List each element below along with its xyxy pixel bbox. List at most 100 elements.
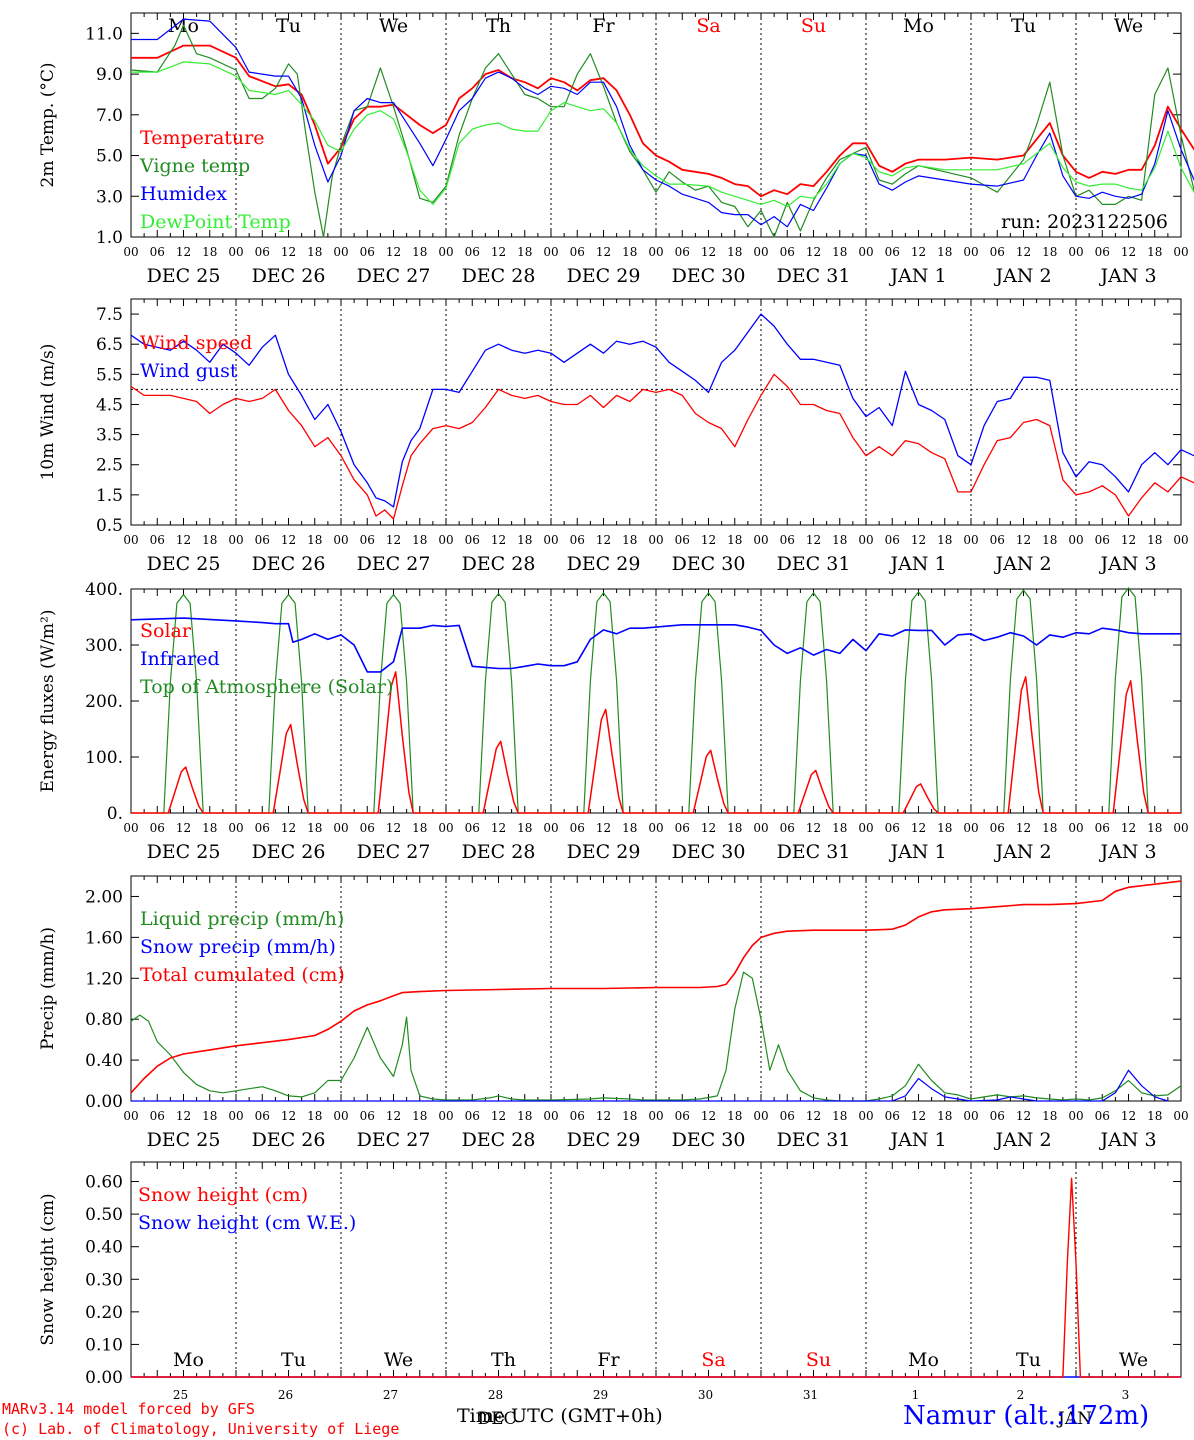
hour-tick-label: 12 [176, 821, 191, 835]
weekday-label: Mo [173, 1349, 204, 1371]
legend-item: Snow height (cm) [138, 1184, 308, 1206]
hour-tick-label: 00 [228, 821, 243, 835]
hour-tick-label: 12 [491, 533, 506, 547]
hour-tick-label: 12 [386, 533, 401, 547]
y-axis-label: 2m Temp. (°C) [38, 62, 58, 187]
hour-tick-label: 18 [412, 245, 427, 259]
hour-tick-label: 00 [438, 821, 453, 835]
y-axis-label: Snow height (cm) [38, 1193, 58, 1345]
footer-station: Namur (alt.:172m) [903, 1401, 1150, 1431]
day-label: JAN 3 [1098, 1129, 1156, 1151]
hour-tick-label: 18 [517, 533, 532, 547]
y-tick-label: 1.60 [85, 928, 123, 948]
hour-tick-label: 12 [596, 245, 611, 259]
day-label: DEC 31 [777, 553, 851, 575]
series-green [130, 24, 1194, 238]
day-number-label: 27 [383, 1388, 398, 1402]
weekday-label: We [1119, 1349, 1148, 1371]
hour-tick-label: 00 [438, 533, 453, 547]
hour-tick-label: 00 [648, 1109, 663, 1123]
hour-tick-label: 12 [806, 245, 821, 259]
hour-tick-label: 06 [780, 245, 795, 259]
hour-tick-label: 18 [832, 245, 847, 259]
y-tick-label: 300. [85, 636, 123, 656]
hour-tick-label: 18 [412, 821, 427, 835]
day-label: JAN 2 [993, 841, 1051, 863]
y-tick-label: 0.00 [85, 1368, 123, 1388]
hour-tick-label: 12 [911, 1109, 926, 1123]
legend-item: DewPoint Temp [140, 211, 291, 233]
hour-tick-label: 00 [543, 821, 558, 835]
hour-tick-label: 00 [753, 245, 768, 259]
weekday-label: Th [491, 1349, 516, 1371]
day-label: DEC 25 [147, 841, 221, 863]
hour-tick-label: 18 [622, 1109, 637, 1123]
hour-tick-label: 00 [1173, 1109, 1188, 1123]
series-snow-height [131, 1177, 1181, 1378]
hour-tick-label: 06 [465, 1109, 480, 1123]
hour-tick-label: 00 [1068, 1109, 1083, 1123]
hour-tick-label: 00 [333, 821, 348, 835]
hour-tick-label: 18 [307, 533, 322, 547]
hour-tick-label: 00 [543, 533, 558, 547]
hour-tick-label: 12 [911, 533, 926, 547]
hour-tick-label: 12 [386, 821, 401, 835]
hour-tick-label: 00 [123, 245, 138, 259]
hour-tick-label: 06 [1095, 245, 1110, 259]
day-label: DEC 27 [357, 1129, 431, 1151]
panel-frame [130, 298, 1182, 526]
legend-item: Infrared [140, 648, 220, 670]
y-tick-label: 1.5 [96, 486, 123, 506]
legend-item: Humidex [140, 183, 227, 205]
day-label: DEC 28 [462, 265, 536, 287]
hour-tick-label: 06 [465, 245, 480, 259]
y-tick-label: 0.40 [85, 1238, 123, 1258]
y-tick-label: 0.10 [85, 1335, 123, 1355]
hour-tick-label: 12 [806, 533, 821, 547]
hour-tick-label: 00 [438, 1109, 453, 1123]
y-tick-label: 0.00 [85, 1092, 123, 1112]
y-tick-label: 1.0 [96, 228, 123, 248]
y-tick-label: 0. [107, 804, 123, 824]
hour-tick-label: 00 [648, 821, 663, 835]
hour-tick-label: 12 [176, 1109, 191, 1123]
hour-tick-label: 00 [963, 1109, 978, 1123]
day-label: DEC 26 [252, 265, 326, 287]
hour-tick-label: 12 [911, 245, 926, 259]
day-number-label: 2 [1017, 1388, 1025, 1402]
hour-tick-label: 12 [386, 1109, 401, 1123]
hour-tick-label: 00 [1068, 533, 1083, 547]
hour-tick-label: 00 [333, 245, 348, 259]
hour-tick-label: 18 [727, 1109, 742, 1123]
footer-time-label: Time UTC (GMT+0h) [457, 1405, 663, 1427]
day-label: DEC 27 [357, 553, 431, 575]
y-tick-label: 200. [85, 692, 123, 712]
hour-tick-label: 06 [360, 533, 375, 547]
hour-tick-label: 12 [1121, 533, 1136, 547]
hour-tick-label: 18 [622, 245, 637, 259]
series-solar [131, 671, 1181, 814]
weekday-label: Tu [1016, 1349, 1041, 1371]
hour-tick-label: 06 [570, 821, 585, 835]
hour-tick-label: 00 [963, 533, 978, 547]
hour-tick-label: 06 [150, 533, 165, 547]
day-label: DEC 25 [147, 265, 221, 287]
hour-tick-label: 06 [990, 1109, 1005, 1123]
hour-tick-label: 06 [1095, 821, 1110, 835]
y-tick-label: 400. [85, 580, 123, 600]
hour-tick-label: 12 [596, 533, 611, 547]
hour-tick-label: 06 [465, 821, 480, 835]
y-tick-label: 1.20 [85, 969, 123, 989]
day-number-label: 26 [278, 1388, 293, 1402]
hour-tick-label: 18 [937, 245, 952, 259]
day-label: JAN 3 [1098, 265, 1156, 287]
hour-tick-label: 06 [255, 1109, 270, 1123]
hour-tick-label: 18 [937, 1109, 952, 1123]
day-label: JAN 1 [888, 553, 946, 575]
weekday-label: We [384, 1349, 413, 1371]
day-label: JAN 3 [1098, 553, 1156, 575]
hour-tick-label: 00 [858, 821, 873, 835]
y-tick-label: 4.5 [96, 395, 123, 415]
series-red [131, 44, 1194, 198]
